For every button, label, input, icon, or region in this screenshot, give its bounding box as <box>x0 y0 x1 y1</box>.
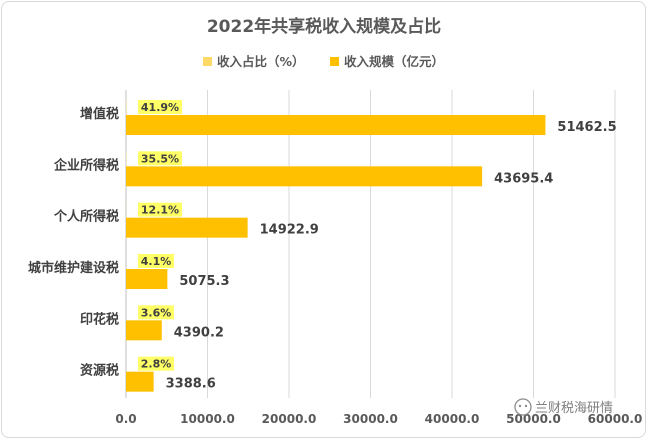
amount-data-label: 5075.3 <box>179 274 229 289</box>
legend-swatch-pct <box>203 57 212 66</box>
amount-data-label: 14922.9 <box>260 223 319 238</box>
grid: 0.0 10000.0 20000.0 30000.0 40000.0 50000.0 60… <box>115 90 642 426</box>
x-tick-label: 10000.0 <box>180 412 235 426</box>
x-tick-label: 50000.0 <box>506 412 561 426</box>
pct-data-label: 2.8% <box>141 358 172 371</box>
category-label: 增值税 <box>80 106 119 122</box>
pct-label-highlight <box>138 100 182 114</box>
amount-data-label: 4390.2 <box>174 325 224 340</box>
amount-data-label: 3388.6 <box>166 377 216 392</box>
x-tick-label: 0.0 <box>115 412 136 426</box>
bar-amount <box>126 166 483 187</box>
pct-data-label: 3.6% <box>141 306 172 319</box>
bar-amount <box>126 371 154 392</box>
bar-amount <box>126 320 162 341</box>
pct-label-highlight <box>138 305 174 320</box>
pct-data-label: 41.9% <box>141 101 179 114</box>
chart-title: 2022年共享税收入规模及占比 <box>207 16 441 37</box>
pct-label-highlight <box>138 254 174 268</box>
category-label: 资源税 <box>80 363 119 379</box>
pct-label-highlight <box>138 151 182 166</box>
pct-label-highlight <box>138 356 174 371</box>
amount-data-label: 43695.4 <box>494 171 553 186</box>
legend-swatch-amount <box>330 57 339 66</box>
bar-amount <box>126 269 168 289</box>
pct-data-label: 4.1% <box>141 255 172 268</box>
bars <box>126 100 546 392</box>
legend: 收入占比（%） 收入规模（亿元） <box>203 54 444 69</box>
x-tick-label: 30000.0 <box>343 412 398 426</box>
amount-data-label: 51462.5 <box>557 120 616 135</box>
category-label: 企业所得税 <box>53 157 119 173</box>
legend-label-amount: 收入规模（亿元） <box>344 54 444 69</box>
pct-data-label: 35.5% <box>141 152 179 165</box>
bar-amount <box>126 217 248 238</box>
category-label: 个人所得税 <box>53 209 119 225</box>
x-tick-label: 60000.0 <box>588 412 643 426</box>
wechat-icon <box>514 398 532 416</box>
labels: 增值税 41.9% 51462.5 企业所得税 35.5% 43695.4 个人所得税 12.… <box>28 100 617 392</box>
legend-label-pct: 收入占比（%） <box>217 54 305 69</box>
watermark-text: 兰财税海研情 <box>535 401 613 416</box>
x-tick-label: 20000.0 <box>262 412 317 426</box>
watermark: 兰财税海研情 <box>514 398 613 416</box>
wechat-icon-eye <box>518 404 522 408</box>
pct-label-highlight <box>138 202 182 217</box>
wechat-icon-eye <box>524 404 528 408</box>
category-label: 城市维护建设税 <box>28 260 119 276</box>
category-label: 印花税 <box>80 311 119 327</box>
pct-data-label: 12.1% <box>141 204 179 217</box>
bar-amount <box>126 115 546 135</box>
x-tick-label: 40000.0 <box>425 412 480 426</box>
